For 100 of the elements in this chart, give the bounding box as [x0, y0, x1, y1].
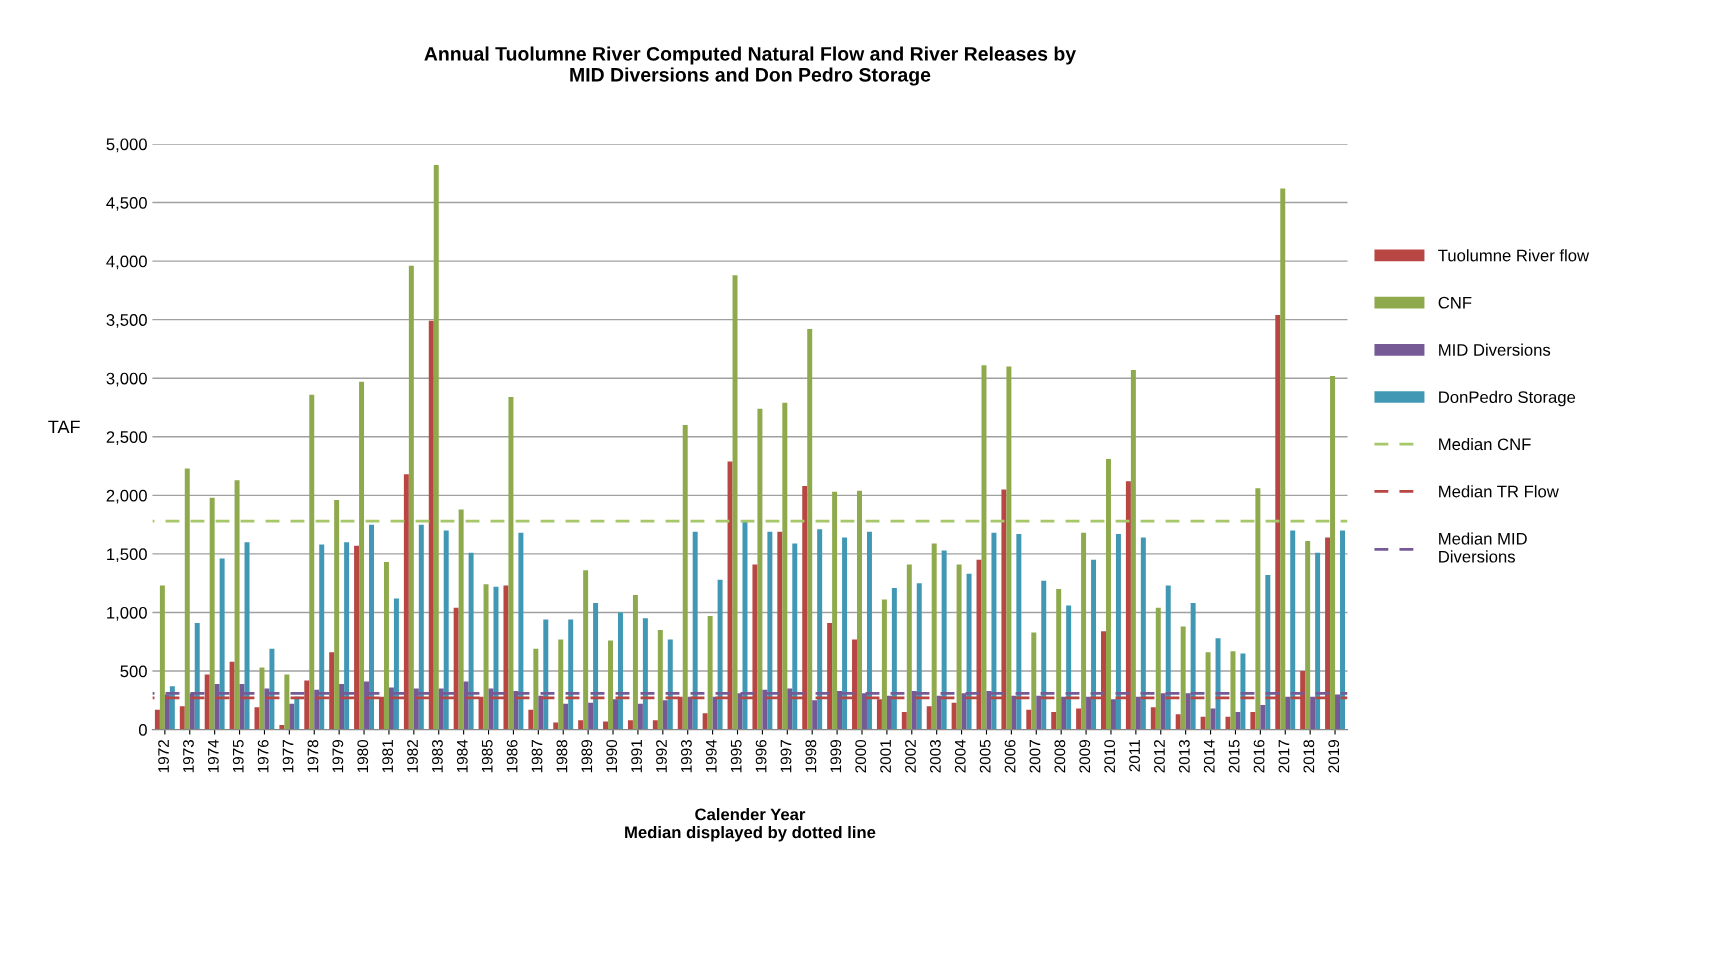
x-tick-label: 2014	[1203, 739, 1215, 773]
x-tick-label: 1986	[506, 739, 518, 773]
x-tick-label: 2010	[1104, 739, 1116, 773]
x-tick-label: 2005	[979, 739, 991, 773]
x-tick-label: 1995	[730, 739, 742, 773]
bar	[817, 529, 823, 730]
x-tick-label: 2002	[905, 740, 916, 773]
y-axis-title: TAF	[48, 420, 80, 434]
bar	[154, 709, 160, 730]
x-tick-label: 1987	[531, 740, 543, 773]
bar	[812, 700, 818, 730]
bar	[558, 639, 564, 730]
x-axis-title: Calender Year Median displayed by dotted line	[625, 808, 876, 842]
bar	[383, 562, 389, 730]
chart-title: Annual Tuolumne River Computed Natural Flow and River Releases by MID Diversions and Don Pedro Storage	[424, 46, 1076, 86]
x-tick-label: 1991	[631, 740, 643, 773]
bar	[891, 587, 897, 730]
legend-label: MID Diversions	[1439, 343, 1551, 356]
x-tick-label: 1974	[207, 739, 219, 773]
bar	[707, 615, 713, 730]
bar	[901, 712, 907, 730]
bar	[1105, 459, 1111, 730]
bar	[637, 703, 643, 730]
bar	[1056, 589, 1062, 730]
x-tick-label: 1977	[282, 740, 294, 773]
bar	[1011, 695, 1017, 730]
x-tick-label: 2001	[880, 740, 891, 773]
bar	[433, 165, 439, 730]
legend-label: Median TR Flow	[1439, 485, 1559, 498]
bar	[483, 584, 489, 730]
bar	[309, 394, 315, 730]
x-tick-label: 1972	[158, 740, 169, 773]
bar	[1180, 626, 1186, 730]
bar	[219, 558, 225, 730]
bar	[234, 480, 240, 730]
bar	[393, 598, 399, 730]
x-tick-label: 2012	[1154, 740, 1165, 773]
bar	[1260, 705, 1266, 730]
bar	[702, 713, 708, 730]
bar	[289, 703, 295, 730]
y-tick-label: 0	[138, 724, 147, 736]
bar	[1190, 603, 1196, 730]
bar	[1165, 585, 1171, 730]
x-tick-label: 1988	[556, 739, 568, 773]
x-tick-label: 1994	[705, 739, 717, 773]
bar	[1086, 696, 1092, 730]
bar	[294, 696, 300, 730]
x-tick-label: 1985	[481, 739, 493, 773]
bar	[359, 381, 365, 730]
bar	[179, 706, 185, 730]
bar	[956, 564, 962, 730]
bar	[1285, 696, 1291, 730]
x-tick-label: 2006	[1004, 739, 1016, 773]
bar	[1250, 712, 1256, 730]
bar	[1041, 580, 1047, 730]
legend-label: Tuolumne River flow	[1438, 249, 1590, 262]
y-tick-label: 2,000	[106, 489, 147, 504]
bar	[159, 585, 165, 730]
y-tick-label: 4,500	[106, 196, 147, 211]
y-tick-label: 2,500	[106, 431, 147, 445]
bar	[1255, 488, 1261, 730]
bar	[767, 531, 773, 730]
bar	[508, 396, 514, 730]
bar	[782, 402, 788, 730]
bar	[1330, 375, 1336, 730]
x-tick-label: 2017	[1278, 740, 1290, 773]
bar	[1290, 530, 1296, 730]
x-tick-label: 1990	[606, 739, 618, 773]
bar	[1115, 534, 1121, 730]
bar	[692, 531, 698, 730]
bar	[259, 667, 265, 730]
bar	[792, 543, 798, 730]
bar	[443, 530, 449, 730]
x-tick-label: 1975	[232, 739, 244, 773]
bar	[1135, 696, 1141, 730]
bar	[757, 408, 763, 730]
bar	[369, 524, 374, 730]
bar	[209, 497, 215, 730]
legend-label: Median CNF	[1439, 437, 1531, 451]
bar	[578, 720, 584, 730]
x-tick-label: 1996	[755, 739, 767, 773]
x-tick-label: 1973	[183, 739, 194, 773]
x-tick-label: 2000	[855, 739, 867, 773]
bar	[926, 706, 932, 730]
x-tick-label: 1997	[780, 740, 792, 773]
bar	[528, 709, 534, 730]
x-tick-label: 1983	[432, 739, 443, 773]
bar	[588, 702, 594, 730]
bar	[1031, 632, 1037, 730]
bar	[712, 696, 718, 730]
bar	[657, 630, 663, 730]
y-tick-label: 4,000	[106, 255, 147, 270]
bar	[1155, 607, 1161, 730]
bar	[603, 721, 609, 730]
bar	[1210, 708, 1216, 730]
y-tick-label: 5,000	[106, 138, 147, 153]
bar	[1230, 651, 1236, 730]
x-tick-label: 1979	[332, 740, 344, 773]
bar	[468, 552, 474, 730]
bar	[1006, 366, 1012, 730]
